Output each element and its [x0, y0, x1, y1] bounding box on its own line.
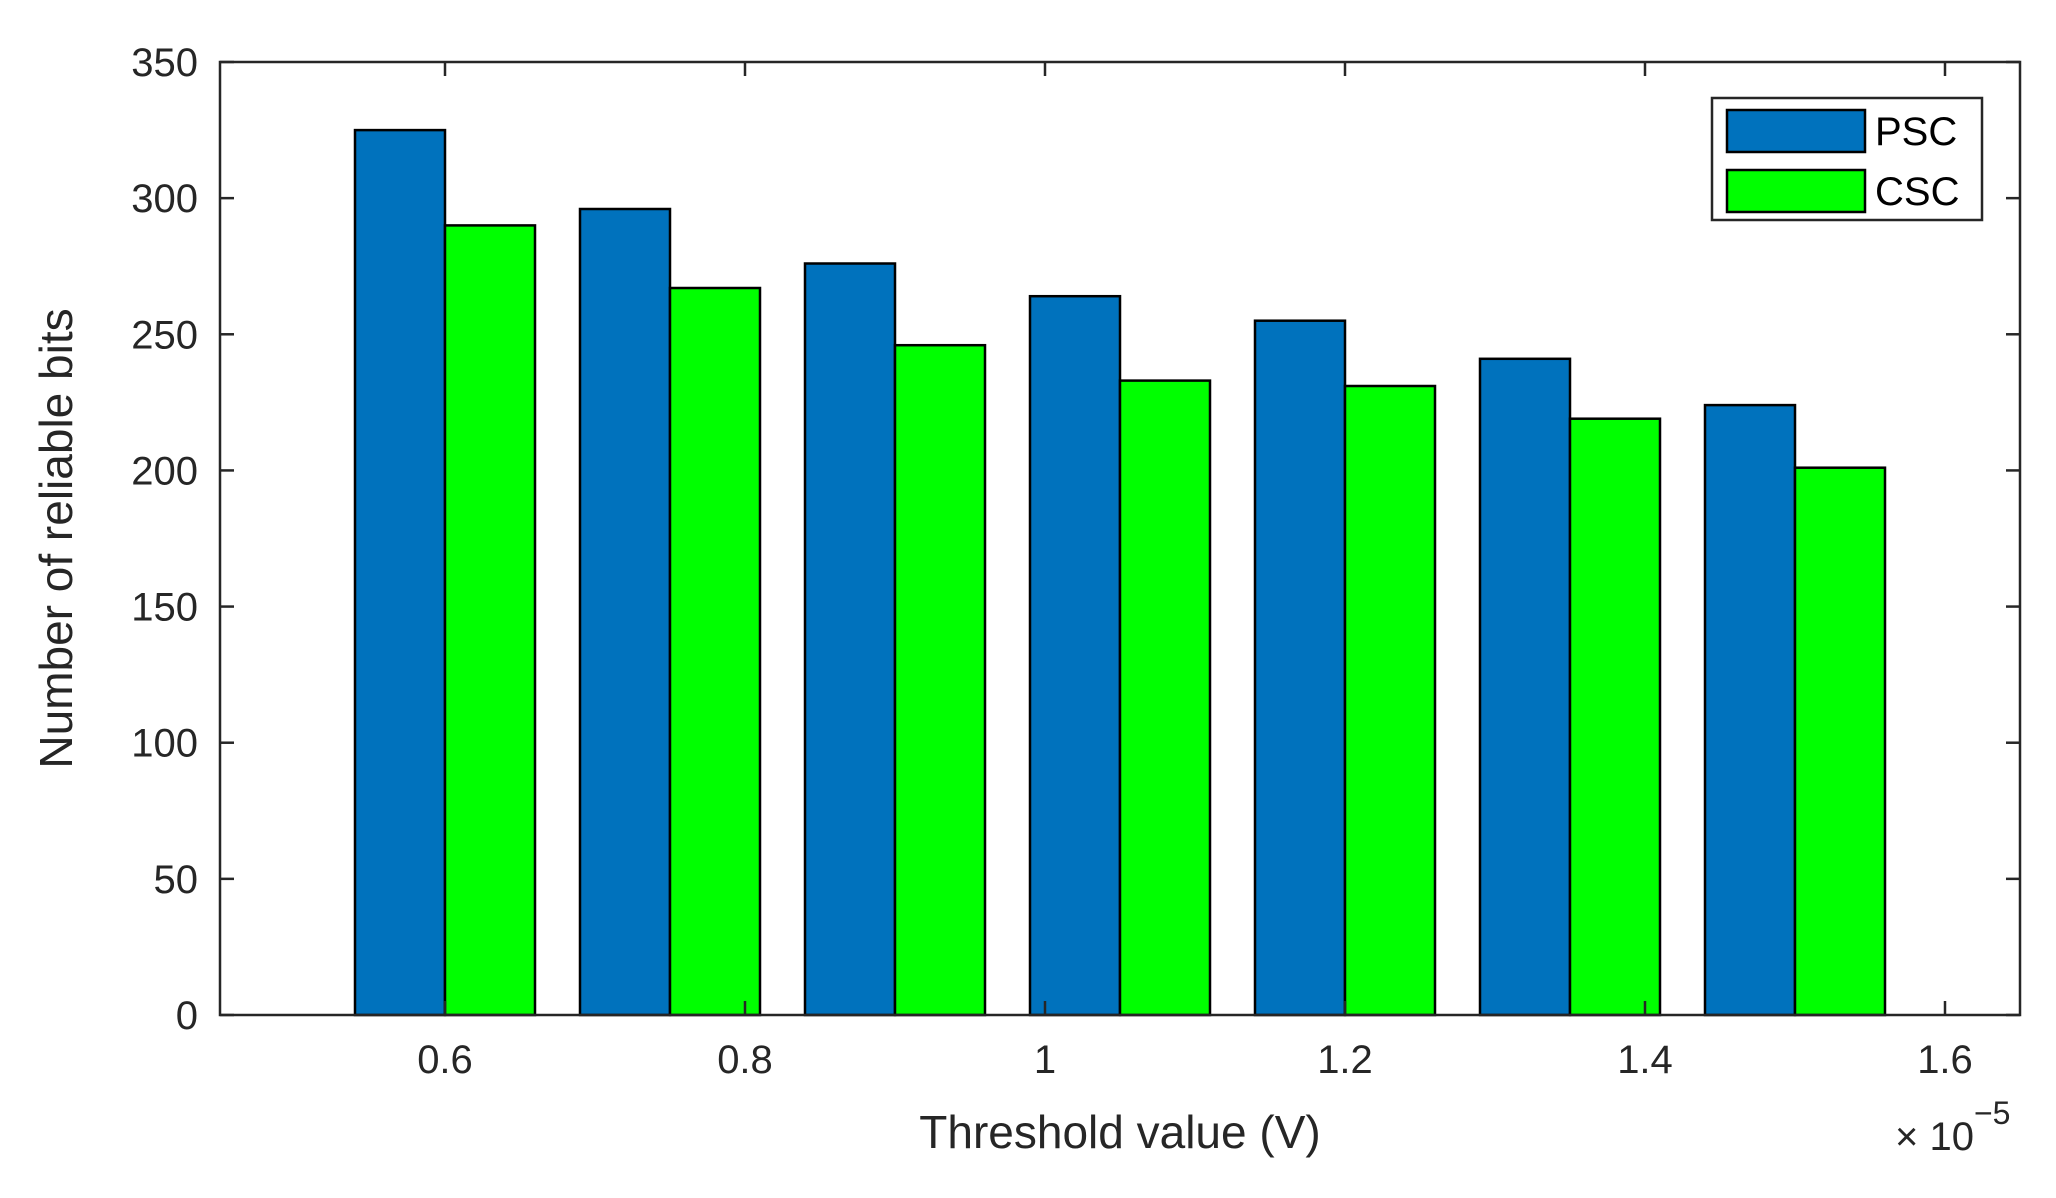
x-axis-title: Threshold value (V)	[919, 1106, 1320, 1158]
y-tick-label: 150	[131, 586, 198, 630]
x-axis-exponent-power: −5	[1974, 1095, 2010, 1131]
y-tick-label: 350	[131, 41, 198, 85]
bar-csc-1	[668, 286, 762, 1017]
bar-csc-4	[1343, 384, 1437, 1017]
x-tick-label: 0.6	[417, 1038, 473, 1082]
bar-csc-5	[1568, 417, 1662, 1017]
legend-swatch-psc	[1725, 108, 1867, 154]
bar-csc-2	[893, 343, 987, 1017]
bar-psc-3	[1028, 294, 1122, 1017]
x-tick-label: 1.4	[1617, 1038, 1673, 1082]
bar-psc-1	[578, 207, 672, 1017]
x-tick-labels: 0.6 0.8 1 1.2 1.4 1.6	[417, 1038, 1973, 1082]
bar-csc-6	[1793, 466, 1887, 1017]
y-tick-label: 0	[176, 994, 198, 1038]
y-tick-label: 100	[131, 722, 198, 766]
y-tick-label: 50	[154, 858, 199, 902]
bar-psc-2	[803, 262, 897, 1017]
legend-label-psc: PSC	[1875, 110, 1957, 154]
y-tick-label: 250	[131, 313, 198, 357]
bar-psc-0	[353, 128, 447, 1017]
x-tick-label: 1.6	[1917, 1038, 1973, 1082]
y-tick-label: 300	[131, 177, 198, 221]
x-axis-exponent-base: × 10	[1895, 1115, 1974, 1159]
legend: PSC CSC	[1710, 96, 1984, 222]
bars-group	[353, 128, 1887, 1017]
x-tick-label: 1	[1034, 1038, 1056, 1082]
y-axis-title: Number of reliable bits	[30, 308, 82, 768]
legend-swatch-csc	[1725, 168, 1867, 214]
y-tick-label: 200	[131, 449, 198, 493]
x-tick-label: 0.8	[717, 1038, 773, 1082]
y-tick-labels: 0 50 100 150 200 250 300 350	[131, 41, 198, 1038]
bar-csc-3	[1118, 379, 1212, 1017]
bar-psc-6	[1703, 403, 1797, 1017]
bar-psc-4	[1253, 319, 1347, 1017]
x-axis-exponent: × 10−5	[1895, 1095, 2010, 1159]
ticks-group	[220, 60, 2020, 1017]
legend-label-csc: CSC	[1875, 170, 1959, 214]
bar-csc-0	[443, 224, 537, 1017]
plot-area-frame	[218, 60, 2022, 1017]
bar-psc-5	[1478, 357, 1572, 1017]
x-tick-label: 1.2	[1317, 1038, 1373, 1082]
